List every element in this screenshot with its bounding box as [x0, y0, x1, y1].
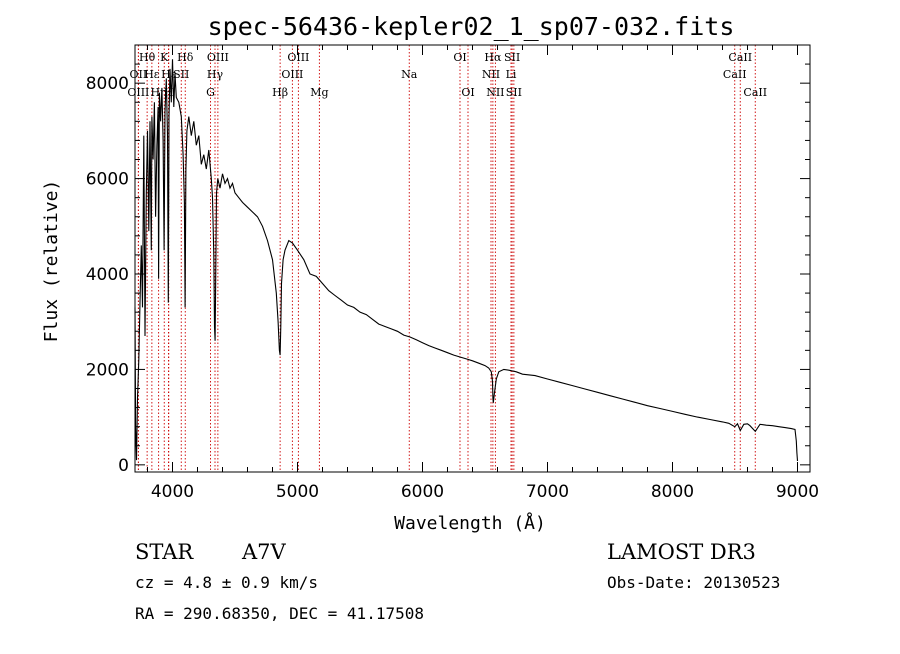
spectral-line-label: Na	[401, 68, 418, 81]
spectral-line-label: CaII	[743, 86, 767, 99]
spectral-line-label: Hγ	[207, 68, 224, 81]
y-axis-label: Flux (relative)	[41, 180, 62, 343]
spectral-line-label: G	[206, 86, 215, 99]
y-tick-label: 4000	[86, 265, 129, 285]
spectral-line-label: K	[160, 51, 169, 64]
spectral-line-label: OII	[130, 68, 148, 81]
spectral-line-label: NII	[486, 86, 504, 99]
y-tick-label: 0	[118, 456, 129, 476]
spectral-line-label: Hη	[151, 86, 167, 99]
object-subclass: A7V	[241, 540, 287, 564]
spectral-line-label: SII	[506, 86, 522, 99]
x-tick-label: 6000	[401, 482, 444, 502]
survey-name: LAMOST DR3	[607, 540, 756, 564]
spectral-line-label: OIII	[287, 51, 309, 64]
x-tick-label: 4000	[151, 482, 194, 502]
spectral-line-label: Hα	[484, 51, 502, 64]
spectral-line-label: OIII	[281, 68, 303, 81]
spectral-line-markers	[137, 45, 756, 472]
x-tick-label: 8000	[651, 482, 694, 502]
y-tick-label: 2000	[86, 360, 129, 380]
spectral-line-label: OIII	[127, 86, 149, 99]
coordinates: RA = 290.68350, DEC = 41.17508	[135, 604, 424, 623]
spectral-line-label: SII	[173, 68, 189, 81]
obs-date: Obs-Date: 20130523	[607, 573, 780, 592]
x-tick-label: 7000	[526, 482, 569, 502]
spectral-line-label: OI	[453, 51, 466, 64]
spectral-line-label: CaII	[723, 68, 747, 81]
spectral-line-label: OIII	[207, 51, 229, 64]
spectral-line-label: Hε	[144, 68, 160, 81]
spectral-line-label: Hδ	[177, 51, 194, 64]
y-tick-label: 8000	[86, 74, 129, 94]
x-tick-label: 9000	[776, 482, 819, 502]
x-axis-label: Wavelength (Å)	[394, 512, 546, 534]
spectral-line-label: OI	[461, 86, 474, 99]
spectral-line-label: SII	[504, 51, 520, 64]
spectral-line-label: Mg	[310, 86, 328, 99]
plot-frame	[134, 44, 811, 473]
object-class: STAR	[135, 540, 194, 564]
spectral-line-label: Li	[506, 68, 517, 81]
y-axis-ticks: 0 2000 4000 6000 8000	[86, 44, 810, 476]
flux-series-line	[134, 59, 799, 462]
y-tick-label: 6000	[86, 170, 129, 190]
x-tick-label: 5000	[276, 482, 319, 502]
spectral-line-label: NII	[482, 68, 500, 81]
spectral-line-label: Hθ	[139, 51, 156, 64]
x-axis-ticks: 4000 5000 6000 7000 8000 9000	[147, 45, 819, 502]
spectral-line-label: Hβ	[272, 86, 288, 99]
redshift-text: cz = 4.8 ± 0.9 km/s	[135, 573, 318, 592]
spectral-line-label: CaII	[728, 51, 752, 64]
spectral-line-label: H	[164, 86, 174, 99]
chart-title: spec-56436-kepler02_1_sp07-032.fits	[208, 12, 735, 41]
